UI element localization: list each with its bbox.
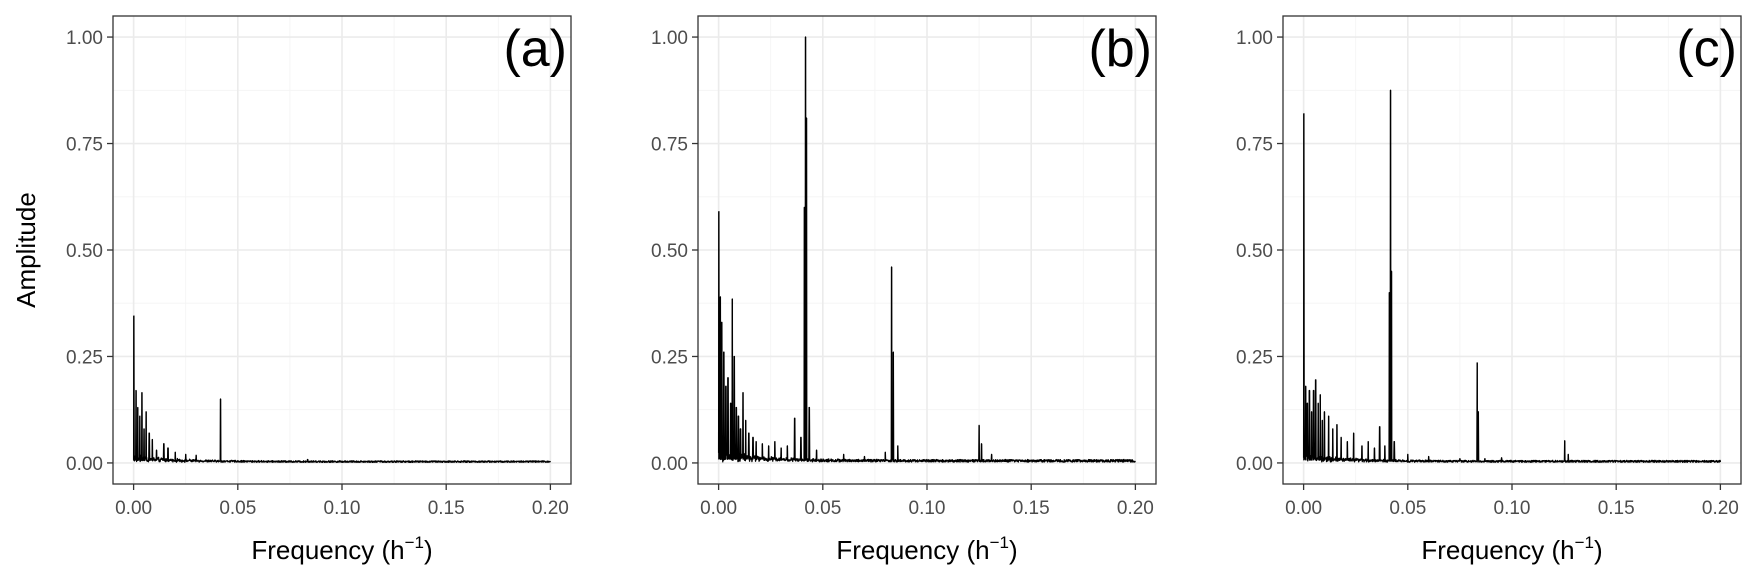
y-tick-label: 0.25	[66, 347, 103, 368]
x-tick-label: 0.20	[1117, 498, 1154, 519]
y-tick-label: 0.00	[66, 454, 103, 475]
x-tick-label: 0.20	[1702, 498, 1739, 519]
x-axis-title-main: Frequency (h	[836, 535, 989, 565]
x-axis-title-main: Frequency (h	[251, 535, 404, 565]
x-axis-title-close: )	[1594, 535, 1603, 565]
y-tick-label: 0.50	[66, 241, 103, 262]
y-tick-label: 1.00	[1236, 28, 1273, 49]
y-axis-title: Amplitude	[11, 192, 41, 308]
panel-b: 0.00 0.05 0.10 0.15 0.20 0.00 0.25 0.50 0.75 1.00…	[651, 15, 1157, 565]
x-tick-label: 0.10	[324, 498, 361, 519]
x-tick-label: 0.00	[700, 498, 737, 519]
spectrum-line	[1302, 89, 1722, 463]
y-tick-label: 0.00	[651, 454, 688, 475]
y-tick-label: 0.25	[1236, 347, 1273, 368]
spectrum-line	[717, 36, 1136, 463]
y-tick-label: 0.75	[66, 135, 103, 156]
y-tick-label: 0.00	[1236, 454, 1273, 475]
y-tick-label: 0.50	[651, 241, 688, 262]
y-tick-label: 0.50	[1236, 241, 1273, 262]
panel-label: (a)	[503, 20, 567, 78]
y-tick-label: 0.75	[651, 135, 688, 156]
x-tick-label: 0.05	[1389, 498, 1426, 519]
x-axis-title-close: )	[424, 535, 433, 565]
x-tick-label: 0.05	[804, 498, 841, 519]
x-tick-label: 0.00	[1285, 498, 1322, 519]
x-tick-label: 0.10	[1494, 498, 1531, 519]
x-axis-title-close: )	[1009, 535, 1018, 565]
spectrum-line	[132, 315, 551, 464]
x-axis-title-superscript: −1	[990, 533, 1009, 552]
y-tick-label: 0.75	[1236, 135, 1273, 156]
x-axis-title: Frequency (h−1)	[836, 533, 1017, 565]
panel-c: 0.00 0.05 0.10 0.15 0.20 0.00 0.25 0.50 0.75 1.00…	[1236, 15, 1742, 565]
x-axis-title-main: Frequency (h	[1421, 535, 1574, 565]
y-tick-label: 0.25	[651, 347, 688, 368]
x-tick-label: 0.15	[428, 498, 465, 519]
y-tick-label: 1.00	[66, 28, 103, 49]
panel-label: (b)	[1088, 20, 1152, 78]
x-axis-title: Frequency (h−1)	[251, 533, 432, 565]
x-tick-label: 0.05	[219, 498, 256, 519]
x-tick-label: 0.10	[909, 498, 946, 519]
x-tick-label: 0.00	[115, 498, 152, 519]
panel-label: (c)	[1676, 20, 1737, 78]
x-axis-title-superscript: −1	[1575, 533, 1594, 552]
panel-a: 0.00 0.05 0.10 0.15 0.20 0.00 0.25 0.50 0.75 1.00…	[66, 15, 572, 565]
x-tick-label: 0.20	[532, 498, 569, 519]
panels: 0.00 0.05 0.10 0.15 0.20 0.00 0.25 0.50 0.75 1.00…	[66, 15, 1742, 565]
x-axis-title-superscript: −1	[405, 533, 424, 552]
x-tick-label: 0.15	[1598, 498, 1635, 519]
y-tick-label: 1.00	[651, 28, 688, 49]
x-tick-label: 0.15	[1013, 498, 1050, 519]
x-axis-title: Frequency (h−1)	[1421, 533, 1602, 565]
